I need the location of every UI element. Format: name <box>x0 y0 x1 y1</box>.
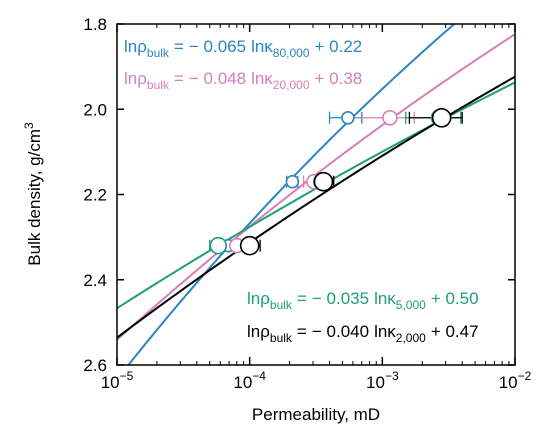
fit-equation: lnρbulk = − 0.065 lnκ80,000 + 0.22 <box>124 37 362 60</box>
eq-intercept: + 0.22 <box>315 37 363 56</box>
y-tick-label: 2.4 <box>83 271 107 290</box>
x-tick-label: 10−2 <box>499 369 532 392</box>
x-tick-base: 10 <box>366 373 385 392</box>
eq-lhs: lnρ <box>247 289 270 308</box>
eq-rhs: lnκ <box>251 69 273 88</box>
eq-rhs-sub: 5,000 <box>396 298 426 312</box>
eq-lhs: lnρ <box>247 322 270 341</box>
eq-rhs: lnκ <box>251 37 273 56</box>
point <box>341 110 355 125</box>
eq-rhs-sub: 2,000 <box>396 331 426 345</box>
point <box>431 107 452 128</box>
x-tick-exp: −5 <box>120 369 134 383</box>
eq-rhs: lnκ <box>374 289 396 308</box>
eq-intercept: + 0.47 <box>431 322 479 341</box>
eq-rhs-sub: 20,000 <box>273 78 310 92</box>
eq-sign: = <box>174 37 184 56</box>
x-axis-label: Permeability, mD <box>252 405 380 424</box>
y-tick-label: 1.8 <box>83 15 107 34</box>
y-tick-label: 2.6 <box>83 356 107 375</box>
x-tick-label: 10−5 <box>101 369 134 392</box>
x-tick-base: 10 <box>233 373 252 392</box>
eq-rhs: lnκ <box>374 322 396 341</box>
eq-lhs-sub: bulk <box>147 78 170 92</box>
eq-slope: − 0.065 <box>189 37 246 56</box>
point <box>285 174 300 189</box>
y-label-sup: 3 <box>22 122 36 129</box>
y-axis-label: Bulk density, g/cm3 <box>22 122 44 266</box>
eq-sign: = <box>174 69 184 88</box>
y-tick-label: 2.2 <box>83 186 107 205</box>
x-tick-label: 10−3 <box>366 369 399 392</box>
x-tick-exp: −2 <box>518 369 532 383</box>
eq-lhs-sub: bulk <box>270 298 293 312</box>
point <box>239 235 260 256</box>
point <box>313 171 334 192</box>
fit-equation: lnρbulk = − 0.040 lnκ2,000 + 0.47 <box>247 322 479 345</box>
eq-slope: − 0.048 <box>189 69 246 88</box>
fit-line <box>117 81 515 310</box>
eq-lhs-sub: bulk <box>147 46 170 60</box>
eq-lhs-sub: bulk <box>270 331 293 345</box>
y-tick-label: 2.0 <box>83 100 107 119</box>
eq-slope: − 0.040 <box>312 322 369 341</box>
fit-line <box>127 24 456 365</box>
eq-intercept: + 0.50 <box>431 289 479 308</box>
eq-sign: = <box>297 322 307 341</box>
eq-sign: = <box>297 289 307 308</box>
eq-slope: − 0.035 <box>312 289 369 308</box>
eq-lhs: lnρ <box>124 69 147 88</box>
x-tick-exp: −4 <box>252 369 266 383</box>
x-tick-exp: −3 <box>385 369 399 383</box>
y-label-main: Bulk density, g/cm <box>25 129 44 266</box>
eq-intercept: + 0.38 <box>315 69 363 88</box>
fit-equation: lnρbulk = − 0.035 lnκ5,000 + 0.50 <box>247 289 479 312</box>
fit-equation: lnρbulk = − 0.048 lnκ20,000 + 0.38 <box>124 69 362 92</box>
eq-rhs-sub: 80,000 <box>273 46 310 60</box>
point <box>209 236 228 255</box>
x-tick-label: 10−4 <box>233 369 266 392</box>
x-tick-base: 10 <box>499 373 518 392</box>
x-tick-base: 10 <box>101 373 120 392</box>
eq-lhs: lnρ <box>124 37 147 56</box>
point <box>382 109 398 126</box>
